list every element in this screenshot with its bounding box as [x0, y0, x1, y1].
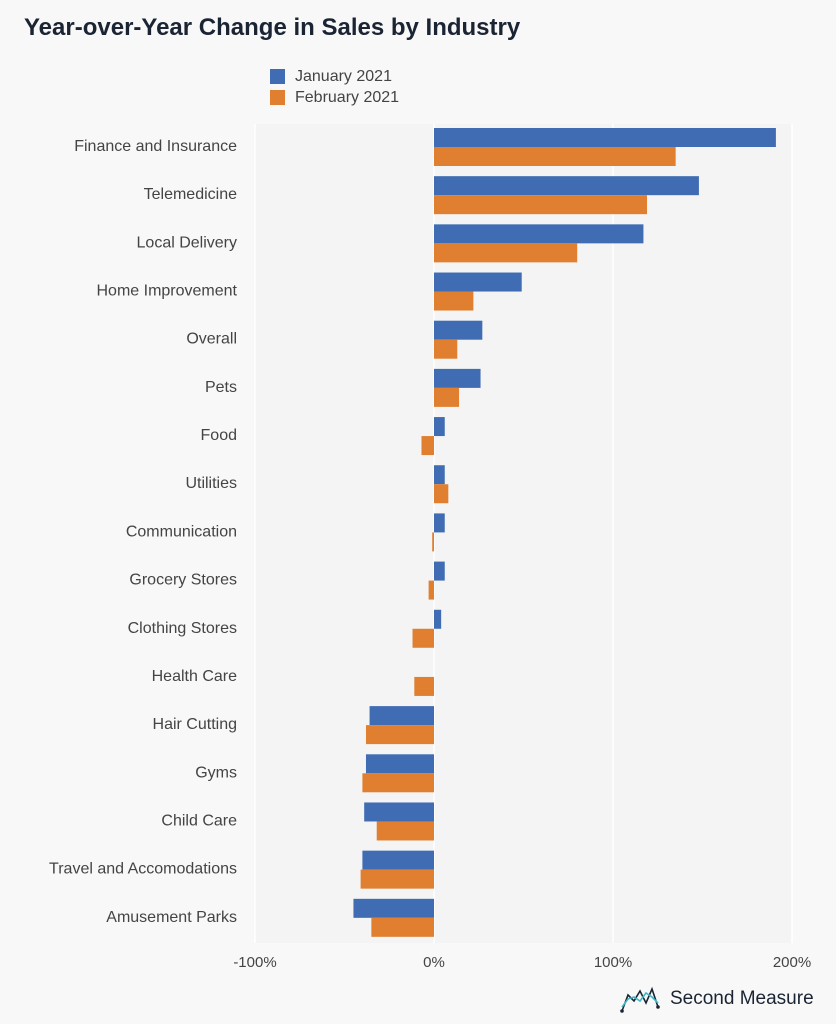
bar-local-delivery-february-2021 — [434, 243, 578, 263]
category-label-clothing-stores: Clothing Stores — [128, 620, 237, 637]
category-label-child-care: Child Care — [161, 812, 237, 829]
bar-food-january-2021 — [434, 417, 445, 437]
category-label-local-delivery: Local Delivery — [137, 234, 237, 251]
bar-communication-february-2021 — [432, 532, 434, 552]
bar-pets-february-2021 — [434, 387, 460, 407]
legend-swatch-january-2021 — [270, 69, 285, 84]
legend-label-february-2021: February 2021 — [295, 88, 400, 106]
legend-swatch-february-2021 — [270, 90, 285, 105]
category-label-amusement-parks: Amusement Parks — [106, 909, 237, 926]
bar-food-february-2021 — [421, 436, 434, 456]
bar-grocery-stores-january-2021 — [434, 561, 445, 581]
bar-overall-february-2021 — [434, 339, 458, 359]
x-tick-label-200: 200% — [773, 954, 811, 971]
category-label-telemedicine: Telemedicine — [144, 186, 237, 203]
category-label-communication: Communication — [126, 523, 237, 540]
bar-communication-january-2021 — [434, 513, 445, 533]
bar-grocery-stores-february-2021 — [428, 580, 434, 600]
bar-finance-and-insurance-january-2021 — [434, 128, 776, 147]
bar-home-improvement-january-2021 — [434, 272, 522, 292]
category-label-overall: Overall — [186, 331, 237, 348]
category-label-travel-and-accomodations: Travel and Accomodations — [49, 861, 237, 878]
category-label-grocery-stores: Grocery Stores — [129, 572, 237, 589]
bar-clothing-stores-january-2021 — [434, 609, 442, 629]
chart-legend: January 2021 February 2021 — [270, 66, 399, 108]
bar-utilities-february-2021 — [434, 484, 449, 504]
category-label-utilities: Utilities — [185, 475, 237, 492]
bar-pets-january-2021 — [434, 368, 481, 388]
bar-travel-and-accomodations-january-2021 — [362, 850, 434, 870]
category-label-hair-cutting: Hair Cutting — [153, 716, 237, 733]
bar-amusement-parks-january-2021 — [353, 898, 434, 918]
legend-item-february-2021: February 2021 — [270, 87, 399, 108]
bar-child-care-february-2021 — [376, 821, 434, 841]
brand-mark: Second Measure — [620, 985, 814, 1013]
category-label-health-care: Health Care — [152, 668, 237, 685]
legend-label-january-2021: January 2021 — [295, 67, 392, 85]
bar-hair-cutting-january-2021 — [369, 706, 434, 726]
category-label-pets: Pets — [205, 379, 237, 396]
bar-gyms-february-2021 — [362, 773, 434, 793]
bar-overall-january-2021 — [434, 320, 483, 340]
bar-finance-and-insurance-february-2021 — [434, 147, 676, 166]
bar-telemedicine-january-2021 — [434, 176, 699, 196]
chart-title: Year-over-Year Change in Sales by Indust… — [24, 14, 521, 41]
legend-item-january-2021: January 2021 — [270, 66, 399, 87]
x-tick-label-100: -100% — [233, 954, 276, 971]
x-tick-label-0: 0% — [423, 954, 445, 971]
category-label-gyms: Gyms — [195, 764, 237, 781]
bar-telemedicine-february-2021 — [434, 195, 648, 215]
x-tick-label-100: 100% — [594, 954, 632, 971]
bar-health-care-february-2021 — [414, 676, 434, 696]
bar-clothing-stores-february-2021 — [412, 628, 434, 648]
bar-travel-and-accomodations-february-2021 — [360, 869, 434, 889]
bar-hair-cutting-february-2021 — [365, 725, 434, 745]
bar-home-improvement-february-2021 — [434, 291, 474, 311]
second-measure-logo-icon — [620, 986, 660, 1013]
category-label-food: Food — [201, 427, 237, 444]
bar-child-care-january-2021 — [364, 802, 434, 822]
bar-gyms-january-2021 — [365, 754, 434, 774]
bar-amusement-parks-february-2021 — [371, 917, 434, 937]
bar-utilities-january-2021 — [434, 465, 445, 485]
brand-name: Second Measure — [670, 988, 814, 1009]
category-label-home-improvement: Home Improvement — [97, 283, 238, 300]
category-label-finance-and-insurance: Finance and Insurance — [74, 138, 237, 155]
bar-local-delivery-january-2021 — [434, 224, 644, 244]
